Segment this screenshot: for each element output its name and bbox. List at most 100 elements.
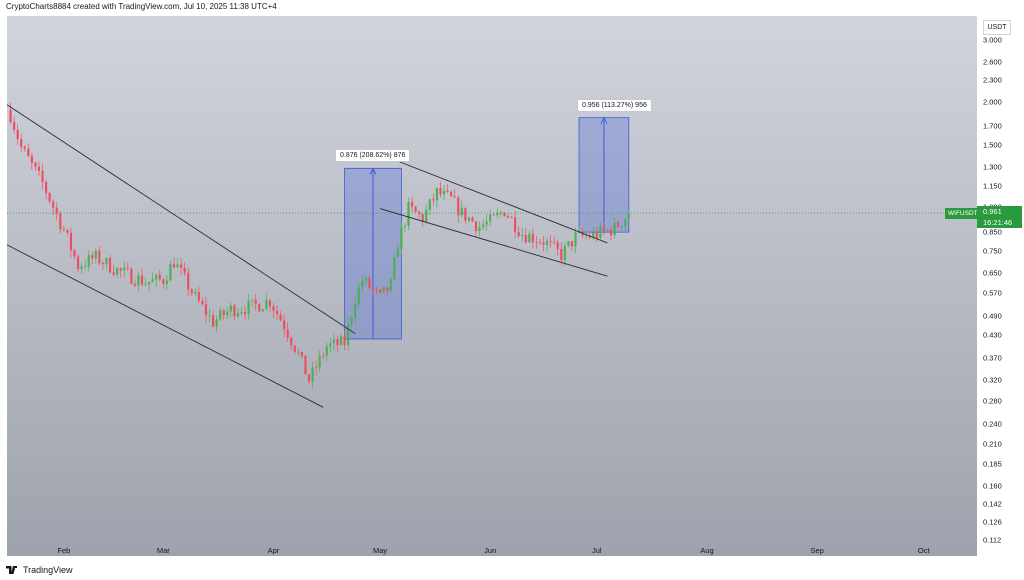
candle-body-147: [531, 233, 534, 243]
y-tick-label-20: 0.185: [983, 459, 1002, 469]
y-tick-label-17: 0.280: [983, 396, 1002, 406]
candle-body-40: [151, 279, 154, 282]
y-tick-label-12: 0.570: [983, 288, 1002, 298]
currency-button[interactable]: USDT: [983, 20, 1011, 35]
y-tick-label-6: 1.300: [983, 162, 1002, 172]
candle-body-23: [91, 255, 94, 259]
bar-countdown: 16:21:46: [983, 218, 1013, 227]
candle-body-117: [425, 209, 428, 222]
candle-body-167: [602, 226, 605, 231]
candle-body-141: [510, 217, 513, 218]
candle-body-116: [421, 214, 424, 222]
candle-body-92: [336, 339, 339, 346]
candle-body-26: [101, 263, 104, 265]
candle-body-78: [286, 329, 289, 338]
candle-body-14: [59, 213, 62, 230]
time-axis[interactable]: [7, 556, 977, 580]
candle-body-106: [386, 287, 389, 291]
candle-body-166: [599, 226, 602, 238]
candle-body-174: [627, 213, 630, 219]
y-tick-label-4: 1.700: [983, 121, 1002, 131]
candle-body-164: [592, 232, 595, 238]
candle-body-121: [439, 188, 442, 195]
candle-body-34: [130, 268, 133, 284]
candle-body-150: [542, 242, 545, 245]
x-tick-label-6: Aug: [700, 546, 714, 555]
tradingview-logo[interactable]: TradingView: [6, 565, 73, 575]
candle-body-33: [126, 267, 129, 269]
x-tick-label-4: Jun: [484, 546, 497, 555]
candle-body-105: [382, 287, 385, 293]
candle-body-11: [48, 192, 51, 202]
candle-body-50: [187, 272, 190, 290]
candle-body-120: [435, 188, 438, 201]
trendline-2: [6, 244, 324, 408]
chart-header: CryptoCharts8884 created with TradingVie…: [6, 2, 277, 11]
candle-body-69: [254, 299, 257, 304]
candle-body-165: [595, 232, 598, 238]
candle-body-103: [375, 289, 378, 291]
y-tick-label-0: 3.000: [983, 35, 1002, 45]
candle-body-47: [176, 264, 179, 268]
candle-body-59: [219, 310, 222, 320]
candle-body-93: [339, 336, 343, 346]
y-tick-label-3: 2.000: [983, 97, 1002, 107]
measure-arrowhead-1: [369, 167, 377, 175]
y-tick-label-10: 0.750: [983, 246, 1002, 256]
candle-body-156: [563, 245, 566, 261]
y-tick-label-7: 1.150: [983, 181, 1002, 191]
candle-body-100: [364, 277, 367, 281]
candle-body-115: [418, 211, 421, 215]
candle-body-37: [140, 275, 144, 285]
candle-body-158: [570, 241, 574, 247]
candle-body-111: [403, 225, 407, 227]
candle-body-129: [467, 217, 470, 221]
x-tick-label-2: Apr: [267, 546, 280, 555]
candle-body-38: [144, 284, 147, 285]
candle-body-15: [62, 229, 65, 230]
candle-body-68: [251, 299, 254, 301]
candle-body-171: [617, 222, 620, 227]
candle-body-169: [609, 229, 613, 236]
x-tick-label-8: Oct: [917, 546, 930, 555]
candle-body-119: [432, 199, 435, 201]
candle-body-32: [123, 267, 126, 271]
candle-body-153: [553, 241, 556, 243]
candle-body-101: [368, 277, 371, 289]
y-tick-label-14: 0.430: [983, 330, 1002, 340]
candle-body-87: [318, 355, 321, 368]
candle-body-75: [275, 310, 279, 315]
candle-body-152: [549, 241, 552, 242]
candle-body-0: [9, 109, 12, 123]
candle-body-137: [496, 213, 499, 216]
y-tick-label-11: 0.650: [983, 268, 1002, 278]
price-axis[interactable]: [977, 16, 1024, 556]
candle-body-97: [354, 304, 357, 318]
candle-body-43: [162, 279, 165, 285]
x-tick-label-7: Sep: [810, 546, 824, 555]
candle-body-45: [169, 264, 172, 281]
trendline-4: [379, 208, 608, 277]
candle-body-41: [155, 274, 158, 280]
y-tick-label-2: 2.300: [983, 75, 1002, 85]
candle-body-17: [69, 232, 73, 251]
candle-body-73: [268, 300, 271, 307]
candle-body-10: [45, 182, 48, 193]
candle-body-9: [41, 170, 44, 183]
candle-body-30: [116, 268, 119, 275]
candle-body-148: [535, 242, 538, 244]
candle-body-163: [588, 235, 591, 238]
candle-body-95: [347, 324, 350, 346]
y-tick-label-13: 0.490: [983, 311, 1002, 321]
y-tick-label-5: 1.500: [983, 140, 1002, 150]
candle-body-94: [343, 336, 346, 346]
candle-body-170: [613, 222, 616, 236]
candle-body-128: [464, 207, 467, 221]
candle-body-28: [108, 258, 112, 273]
plot-area[interactable]: [7, 16, 977, 556]
candle-body-145: [524, 235, 527, 243]
candle-body-62: [229, 305, 232, 312]
candle-body-24: [94, 250, 97, 259]
candle-body-84: [307, 374, 311, 382]
